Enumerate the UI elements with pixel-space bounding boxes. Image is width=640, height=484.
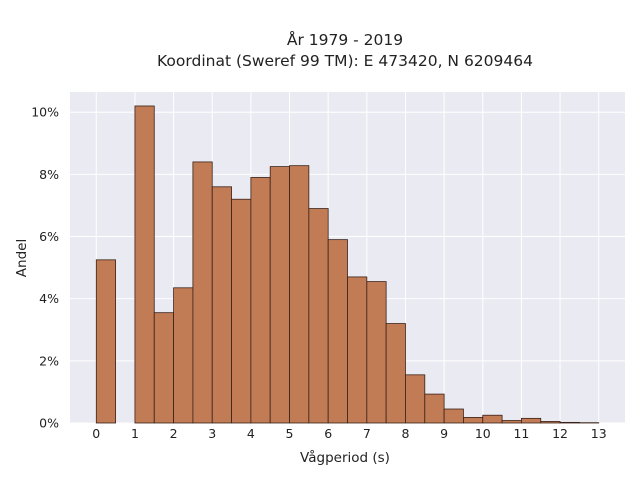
y-tick-label: 10% xyxy=(31,105,59,120)
x-tick-label: 9 xyxy=(440,426,448,441)
histogram-bar xyxy=(425,394,444,423)
x-tick-label: 11 xyxy=(513,426,529,441)
histogram-bar xyxy=(560,422,579,423)
x-tick-label: 10 xyxy=(475,426,491,441)
histogram-bar xyxy=(270,167,289,423)
x-axis-label: Vågperiod (s) xyxy=(300,449,390,466)
y-axis-tick-labels: 0% 2% 4% 6% 8% 10% xyxy=(31,105,59,431)
x-tick-label: 12 xyxy=(552,426,568,441)
chart-title-line-1: År 1979 - 2019 xyxy=(287,30,403,49)
histogram-bar xyxy=(367,282,386,423)
histogram-bar xyxy=(174,288,193,423)
histogram-bar xyxy=(232,199,251,423)
histogram-bar xyxy=(444,409,463,423)
y-tick-label: 8% xyxy=(39,167,59,182)
x-tick-label: 13 xyxy=(591,426,607,441)
histogram-bar xyxy=(348,277,367,423)
histogram-bar xyxy=(328,240,347,423)
histogram-bar xyxy=(212,187,231,423)
histogram-bar xyxy=(405,375,424,423)
x-tick-label: 8 xyxy=(401,426,409,441)
x-tick-label: 0 xyxy=(92,426,100,441)
histogram-bar xyxy=(541,421,560,423)
x-tick-label: 3 xyxy=(208,426,216,441)
y-tick-label: 2% xyxy=(39,353,59,368)
histogram-bar xyxy=(290,166,309,423)
histogram-bar xyxy=(154,313,173,423)
y-axis-label: Andel xyxy=(14,239,30,277)
histogram-bar xyxy=(135,106,154,423)
histogram-bar xyxy=(502,421,521,423)
histogram-bar xyxy=(521,418,540,423)
x-tick-label: 1 xyxy=(131,426,139,441)
y-tick-label: 0% xyxy=(39,416,59,431)
histogram-bar xyxy=(386,324,405,423)
histogram-bar xyxy=(309,209,328,423)
x-tick-label: 7 xyxy=(363,426,371,441)
histogram-bar xyxy=(193,162,212,423)
histogram-bar xyxy=(251,177,270,423)
y-tick-label: 6% xyxy=(39,229,59,244)
histogram-bar xyxy=(483,415,502,423)
y-tick-label: 4% xyxy=(39,291,59,306)
x-tick-label: 6 xyxy=(324,426,332,441)
chart-title-line-2: Koordinat (Sweref 99 TM): E 473420, N 62… xyxy=(157,52,533,70)
x-tick-label: 2 xyxy=(170,426,178,441)
histogram-bar xyxy=(96,260,115,423)
x-tick-label: 5 xyxy=(286,426,294,441)
histogram-bar xyxy=(463,417,482,423)
x-tick-label: 4 xyxy=(247,426,255,441)
